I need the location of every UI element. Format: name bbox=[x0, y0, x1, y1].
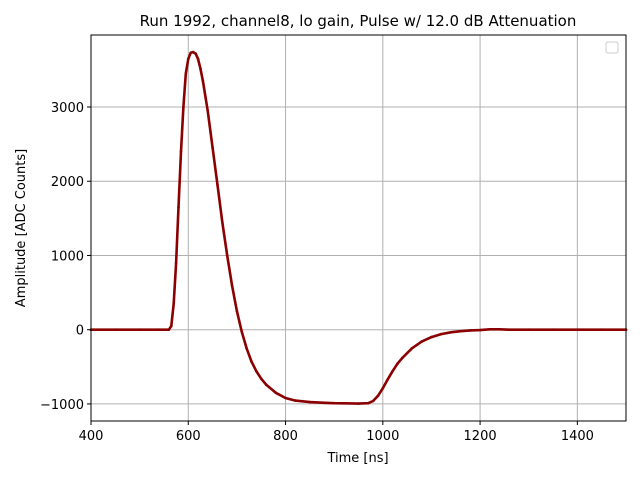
series-layer bbox=[89, 50, 628, 405]
data-point bbox=[191, 50, 195, 54]
x-tick-label: 400 bbox=[79, 429, 104, 444]
data-point bbox=[449, 331, 453, 334]
y-tick-label: 1000 bbox=[51, 249, 84, 264]
data-point bbox=[230, 283, 234, 287]
data-point bbox=[332, 401, 336, 405]
data-point bbox=[459, 329, 462, 333]
data-point bbox=[179, 150, 183, 153]
data-point bbox=[420, 340, 424, 343]
y-tick-label: 0 bbox=[76, 324, 84, 339]
data-point bbox=[576, 328, 579, 332]
data-point bbox=[206, 109, 209, 112]
data-point bbox=[551, 328, 555, 332]
data-point bbox=[439, 332, 443, 336]
data-point bbox=[498, 328, 501, 331]
data-point bbox=[357, 402, 360, 405]
data-point bbox=[376, 394, 380, 398]
data-point bbox=[508, 328, 511, 332]
plot-area-frame bbox=[90, 34, 627, 422]
data-point bbox=[371, 399, 375, 403]
data-point bbox=[323, 401, 326, 405]
data-point bbox=[294, 399, 297, 402]
data-point bbox=[469, 329, 472, 332]
y-axis: −1000 0 1000 2000 3000 bbox=[40, 101, 91, 413]
data-point bbox=[172, 302, 175, 306]
x-tick-label: 1000 bbox=[366, 429, 399, 444]
data-point bbox=[184, 72, 188, 75]
data-point bbox=[225, 254, 229, 257]
legend-box bbox=[605, 41, 619, 54]
data-point bbox=[216, 183, 219, 187]
data-point bbox=[245, 347, 248, 350]
data-point bbox=[401, 356, 404, 360]
x-tick-label: 1200 bbox=[464, 429, 497, 444]
data-point bbox=[488, 328, 492, 331]
data-point bbox=[167, 328, 171, 332]
data-point bbox=[157, 328, 161, 332]
x-tick-label: 800 bbox=[273, 429, 298, 444]
data-point bbox=[600, 328, 603, 332]
x-tick-label: 1400 bbox=[561, 429, 594, 444]
y-axis-label: Amplitude [ADC Counts] bbox=[14, 149, 29, 307]
data-point bbox=[264, 383, 268, 386]
data-point bbox=[240, 330, 244, 334]
data-point bbox=[527, 328, 530, 332]
data-point bbox=[396, 362, 399, 366]
data-point bbox=[410, 347, 414, 350]
data-point bbox=[308, 400, 312, 404]
data-point bbox=[194, 52, 197, 55]
grid bbox=[90, 35, 626, 421]
series-line bbox=[89, 50, 628, 405]
data-point bbox=[138, 328, 141, 332]
data-point bbox=[235, 309, 239, 313]
x-axis-label: Time [ns] bbox=[326, 451, 388, 466]
data-point bbox=[255, 370, 258, 373]
data-point bbox=[174, 261, 178, 265]
x-axis: 400 600 800 1000 1200 1400 bbox=[79, 421, 594, 444]
data-point bbox=[430, 335, 433, 339]
data-point bbox=[366, 401, 370, 405]
data-point bbox=[211, 146, 214, 150]
data-point bbox=[170, 324, 173, 328]
data-point bbox=[284, 396, 287, 400]
y-tick-label: −1000 bbox=[40, 398, 84, 413]
data-point bbox=[199, 67, 202, 70]
data-point bbox=[250, 360, 253, 363]
data-point bbox=[177, 205, 180, 209]
y-tick-label: 3000 bbox=[51, 101, 84, 116]
data-point bbox=[221, 220, 224, 224]
chart-title: Run 1992, channel8, lo gain, Pulse w/ 12… bbox=[140, 12, 577, 30]
data-point bbox=[259, 377, 263, 381]
data-point bbox=[478, 328, 482, 332]
data-point bbox=[342, 402, 346, 405]
data-point bbox=[196, 57, 200, 61]
x-tick-label: 600 bbox=[176, 429, 201, 444]
data-point bbox=[381, 387, 385, 390]
data-point bbox=[114, 328, 117, 332]
data-point bbox=[201, 79, 205, 83]
data-point bbox=[182, 105, 185, 109]
data-point bbox=[274, 391, 278, 395]
data-point bbox=[391, 370, 394, 373]
data-point bbox=[189, 51, 192, 55]
data-point bbox=[187, 57, 190, 61]
y-tick-label: 2000 bbox=[51, 175, 84, 190]
data-point bbox=[386, 378, 390, 381]
